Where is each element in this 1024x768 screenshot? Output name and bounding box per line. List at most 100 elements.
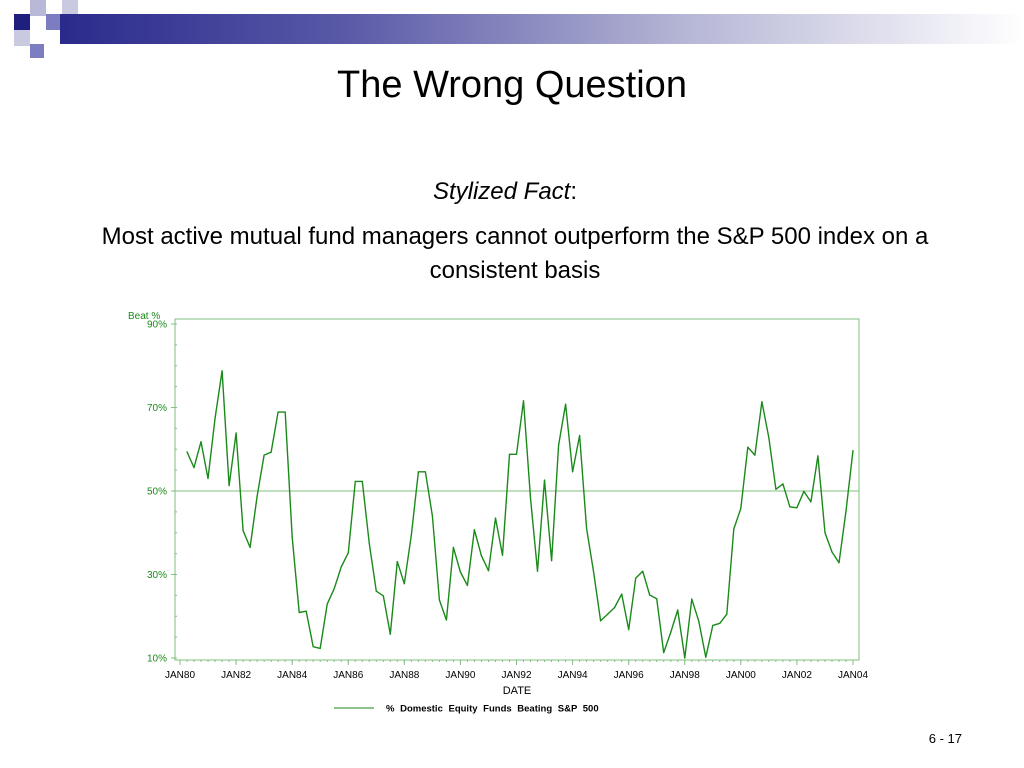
series-point (375, 590, 377, 592)
series-point (368, 543, 370, 545)
series-point (382, 595, 384, 597)
series-point (396, 561, 398, 563)
series-point (621, 593, 623, 595)
series-point (319, 647, 321, 650)
series-point (242, 530, 244, 532)
series-point (607, 613, 609, 615)
series-point (810, 501, 812, 503)
series-point (768, 437, 770, 439)
series-point (670, 631, 672, 634)
series-point (579, 434, 581, 437)
x-tick-label: JAN86 (333, 670, 363, 681)
series-point (852, 449, 854, 452)
stylized-fact-text: Most active mutual fund managers cannot … (101, 223, 929, 284)
series-point (312, 646, 314, 648)
series-point (529, 497, 532, 499)
series-point (333, 588, 335, 590)
series-point (501, 554, 504, 556)
series-point (473, 529, 475, 531)
x-tick-label: JAN82 (221, 670, 251, 681)
series-point (256, 495, 258, 497)
y-tick-label: 10% (147, 654, 167, 665)
x-tick-label: JAN00 (726, 670, 756, 681)
series-point (424, 471, 426, 473)
series-point (817, 455, 819, 457)
header-square-mid (30, 44, 44, 58)
series-point (558, 444, 560, 446)
series-point (733, 528, 735, 530)
y-axis-label: Beat % (128, 311, 160, 322)
series-point (614, 606, 616, 609)
series-point (466, 584, 468, 587)
series-point (235, 432, 237, 434)
series-point (193, 467, 195, 469)
series-point (698, 620, 700, 622)
header-decoration (0, 0, 1024, 58)
header-square-mid (30, 0, 46, 16)
series-point (593, 571, 595, 573)
x-tick-label: JAN88 (389, 670, 419, 681)
stylized-fact-colon: : (570, 178, 578, 205)
series-point (410, 534, 412, 536)
series-point (536, 570, 539, 572)
series-point (389, 633, 391, 635)
series-line (186, 370, 854, 659)
series-point (586, 528, 588, 530)
series-point (796, 507, 798, 509)
series-point (214, 417, 216, 419)
stylized-fact-label: Stylized Fact (432, 178, 571, 205)
header-square-light (14, 30, 30, 46)
series-point (789, 506, 791, 508)
series-point (775, 488, 777, 490)
series-point (263, 454, 265, 456)
series-point (705, 656, 707, 658)
series-point (719, 622, 721, 624)
series-point (747, 446, 749, 448)
series-point (459, 571, 461, 573)
series-point (361, 480, 363, 482)
header-square-mid (46, 14, 62, 30)
header-square-light (62, 0, 78, 14)
series-point (572, 471, 574, 473)
x-tick-label: JAN80 (165, 670, 195, 681)
x-tick-label: JAN92 (501, 670, 531, 681)
series-point (600, 620, 602, 622)
series-point (326, 603, 328, 605)
y-tick-label: 90% (147, 320, 167, 331)
y-tick-label: 30% (147, 570, 167, 581)
slide-title: The Wrong Question (337, 64, 687, 106)
y-tick-label: 70% (147, 403, 167, 414)
series-point (684, 657, 686, 659)
series-point (298, 611, 300, 614)
series-point (207, 477, 209, 480)
x-tick-label: JAN84 (277, 670, 307, 681)
x-tick-label: JAN04 (838, 670, 868, 681)
series-point (508, 453, 511, 455)
series-point (270, 451, 272, 453)
series-point (565, 403, 567, 405)
series-point (663, 652, 665, 654)
series-point (754, 454, 756, 456)
series-point (445, 619, 447, 621)
series-point (417, 471, 419, 473)
plot-frame (174, 318, 860, 661)
series-point (403, 583, 405, 585)
header-square-dark (14, 14, 30, 30)
series-point (284, 411, 286, 413)
series-point (782, 483, 784, 485)
series-point (642, 570, 644, 572)
header-gradient-bar (60, 14, 1024, 44)
series-point (628, 629, 630, 631)
series-point (291, 536, 293, 538)
series-point (228, 485, 230, 487)
series-point (340, 566, 342, 568)
series-point (277, 411, 279, 413)
series-point (221, 370, 223, 372)
series-point (354, 480, 356, 482)
series-point (803, 490, 805, 492)
series-point (487, 570, 490, 572)
series-point (438, 599, 440, 601)
series-point (543, 479, 546, 481)
stylized-fact-heading: Stylized Fact: (0, 178, 1010, 206)
